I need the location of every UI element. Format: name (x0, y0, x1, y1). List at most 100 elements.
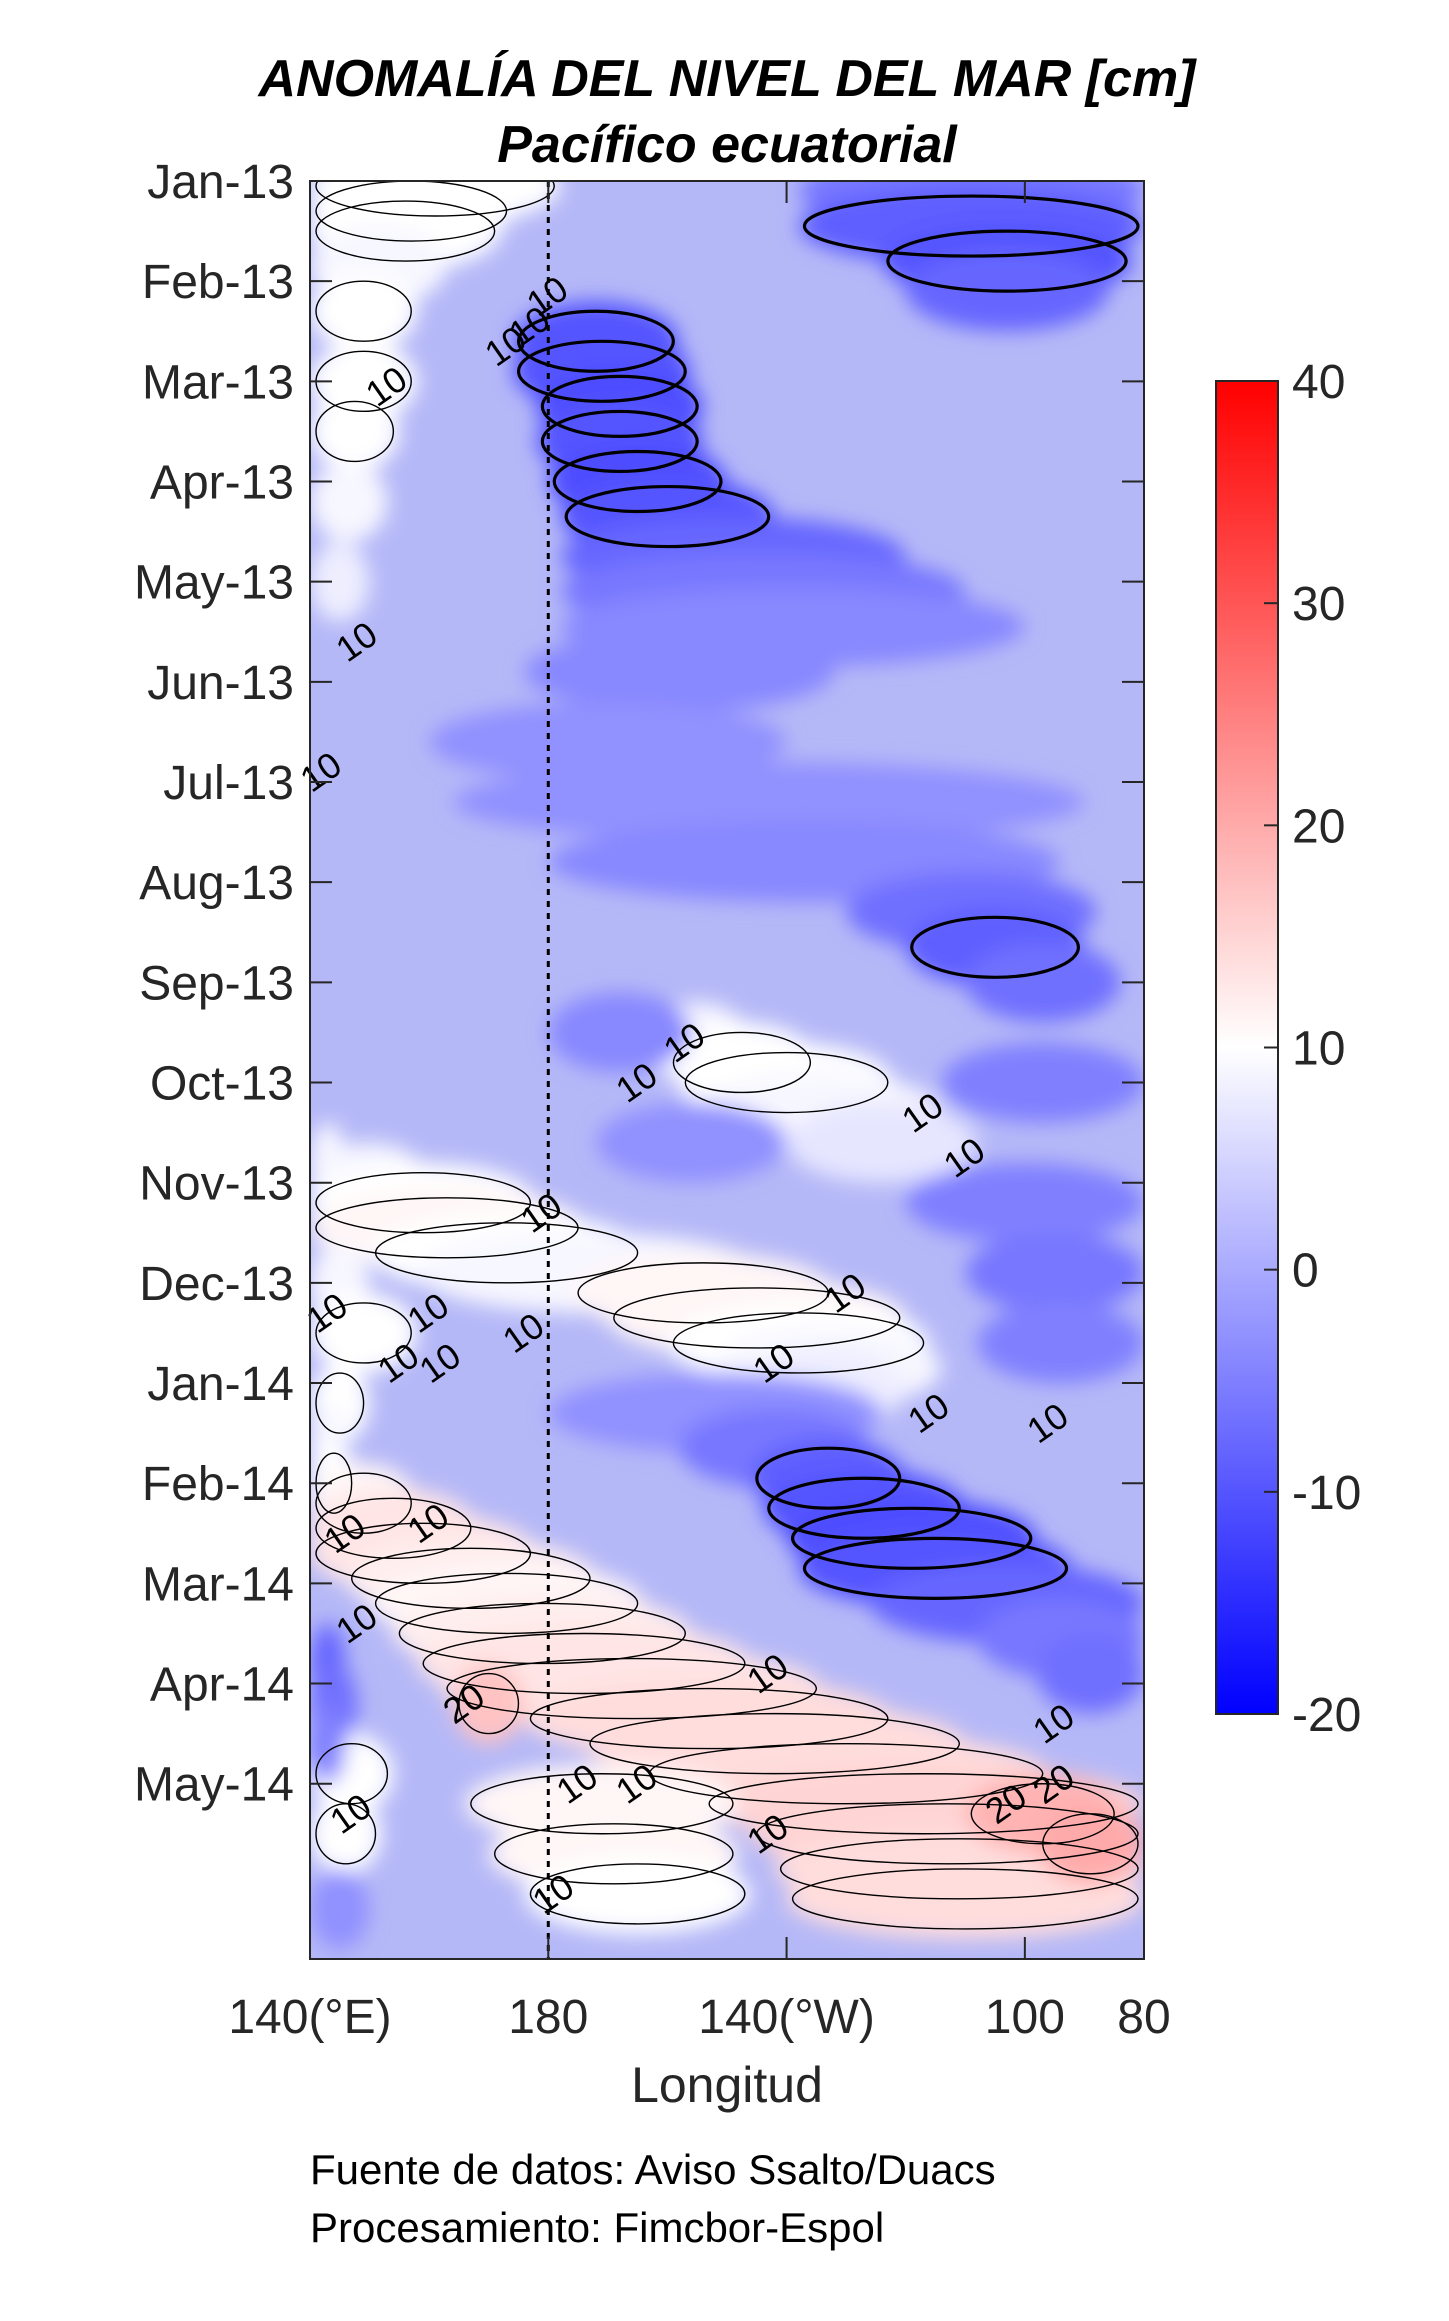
contour-line-55 (802, 194, 1140, 258)
contour-line-62 (552, 449, 723, 514)
contour-line-50 (315, 1803, 377, 1865)
x-tick-label-3: 140(°W) (698, 1991, 875, 2044)
y-tick-label-2: Feb-13 (142, 256, 294, 309)
x-tick-label-2: 180 (508, 1991, 588, 2044)
anomaly-patch-39 (452, 1663, 525, 1744)
y-tick-label-14: Feb-14 (142, 1458, 294, 1511)
y-tick-label-17: May-14 (134, 1759, 294, 1812)
anomaly-field (310, 181, 1144, 1949)
y-tick-label-16: Apr-14 (150, 1659, 294, 1712)
contour-line-43 (708, 1773, 1139, 1835)
contour-line-7 (315, 400, 395, 463)
contour-line-31 (315, 1472, 412, 1534)
anomaly-patch-5 (310, 271, 418, 352)
contour-line-63 (564, 484, 771, 549)
y-tick-label-5: May-13 (134, 557, 294, 610)
anomaly-patch-88 (1036, 1633, 1144, 1714)
anomaly-patch-91 (310, 1703, 346, 1784)
contour-line-82 (755, 1446, 902, 1510)
anomaly-patch-53 (524, 1853, 751, 1934)
colorbar-tick-label-3: 0 (1292, 1245, 1319, 1298)
anomaly-patch-77 (905, 1162, 1144, 1243)
colorbar-ticks: -20 -10 0 10 20 30 40 (1264, 356, 1361, 1742)
anomaly-patch-8 (310, 461, 388, 542)
contour-line-32 (315, 1497, 472, 1559)
contour-line-46 (791, 1868, 1139, 1930)
contour-line-51 (470, 1773, 734, 1835)
contour-line-44 (756, 1803, 1139, 1865)
contour-line-28 (315, 1372, 365, 1434)
anomaly-patch-78 (965, 1232, 1144, 1313)
contour-line-39 (458, 1672, 520, 1735)
chart-subtitle: Pacífico ecuatorial (497, 116, 958, 174)
anomaly-patch-67 (524, 631, 835, 712)
contour-line-61 (540, 409, 699, 474)
processing-note: Procesamiento: Fimcbor-Espol (310, 2204, 885, 2251)
contour-line-23 (672, 1312, 925, 1374)
colorbar: -20 -10 0 10 20 30 40 (1215, 356, 1361, 1742)
y-tick-label-10: Oct-13 (150, 1058, 294, 1111)
colorbar-tick-label-4: 10 (1292, 1023, 1345, 1076)
colorbar-tick-label-7: 40 (1292, 356, 1345, 409)
y-tick-label-9: Sep-13 (139, 957, 294, 1010)
contour-line-27 (315, 1302, 412, 1364)
anomaly-patch-69 (452, 762, 1085, 843)
y-tick-label-15: Mar-14 (142, 1558, 294, 1611)
y-tick-label-7: Jul-13 (163, 757, 294, 810)
contour-line-34 (351, 1547, 591, 1610)
y-tick-label-12: Dec-13 (139, 1258, 294, 1311)
y-tick-label-1: Jan-13 (147, 156, 294, 209)
contour-line-38 (446, 1657, 818, 1720)
anomaly-patch-76 (595, 1102, 787, 1183)
anomaly-patch-92 (310, 1868, 370, 1949)
y-tick-label-8: Aug-13 (139, 857, 294, 910)
contour-line-60 (540, 374, 699, 438)
contour-line-19 (374, 1222, 639, 1284)
anomaly-patch-27 (310, 1292, 418, 1373)
y-axis: Jan-13 Feb-13 Mar-13 Apr-13 May-13 Jun-13 Jul-… (134, 156, 1144, 1812)
anomaly-patch-7 (310, 391, 400, 472)
contour-line-72 (910, 915, 1081, 979)
contour-line-42 (648, 1742, 1044, 1805)
contour-line-84 (790, 1506, 1033, 1570)
anomaly-patch-50 (310, 1793, 382, 1874)
contour-line-5 (315, 280, 412, 342)
anomaly-patch-9 (310, 541, 370, 622)
anomaly-patch-14 (786, 1102, 978, 1183)
contour-line-33 (315, 1522, 532, 1585)
contour-line-12 (684, 1051, 889, 1114)
anomaly-patch-75 (941, 1042, 1144, 1123)
plot-frame (309, 180, 1145, 1960)
contour-line-85 (802, 1536, 1069, 1600)
contour-line-83 (767, 1476, 961, 1540)
contour-line-40 (529, 1687, 889, 1750)
anomaly-patch-48 (1036, 1803, 1144, 1884)
anomaly-patch-73 (965, 942, 1121, 1023)
contour-line-58 (516, 309, 675, 373)
x-axis: 140(°E) 180 140(°W) 100 80 (228, 181, 1171, 2044)
contour-line-17 (315, 1172, 532, 1234)
contour-line-36 (398, 1602, 686, 1665)
anomaly-patch-74 (548, 992, 692, 1073)
contour-line-35 (374, 1572, 639, 1635)
y-tick-label-13: Jan-14 (147, 1358, 294, 1411)
x-axis-label: Longitud (631, 2057, 823, 2113)
contour-line-56 (886, 229, 1128, 293)
y-tick-label-4: Apr-13 (150, 457, 294, 510)
contour-line-52 (494, 1823, 734, 1885)
chart-title: ANOMALÍA DEL NIVEL DEL MAR [cm] (256, 50, 1197, 108)
contour-line-1 (315, 181, 555, 217)
x-tick-label-1: 140(°E) (228, 1991, 391, 2044)
x-tick-label-5: 80 (1117, 1991, 1170, 2044)
contour-line-59 (516, 339, 687, 403)
contour-line-11 (672, 1031, 812, 1094)
colorbar-tick-label-5: 20 (1292, 800, 1345, 853)
contour-line-37 (422, 1632, 746, 1695)
contour-line-53 (529, 1863, 746, 1925)
contour-lines (315, 181, 1140, 1930)
y-tick-label-6: Jun-13 (147, 657, 294, 710)
contour-line-41 (589, 1712, 960, 1775)
data-source-note: Fuente de datos: Aviso Ssalto/Duacs (310, 2146, 996, 2193)
